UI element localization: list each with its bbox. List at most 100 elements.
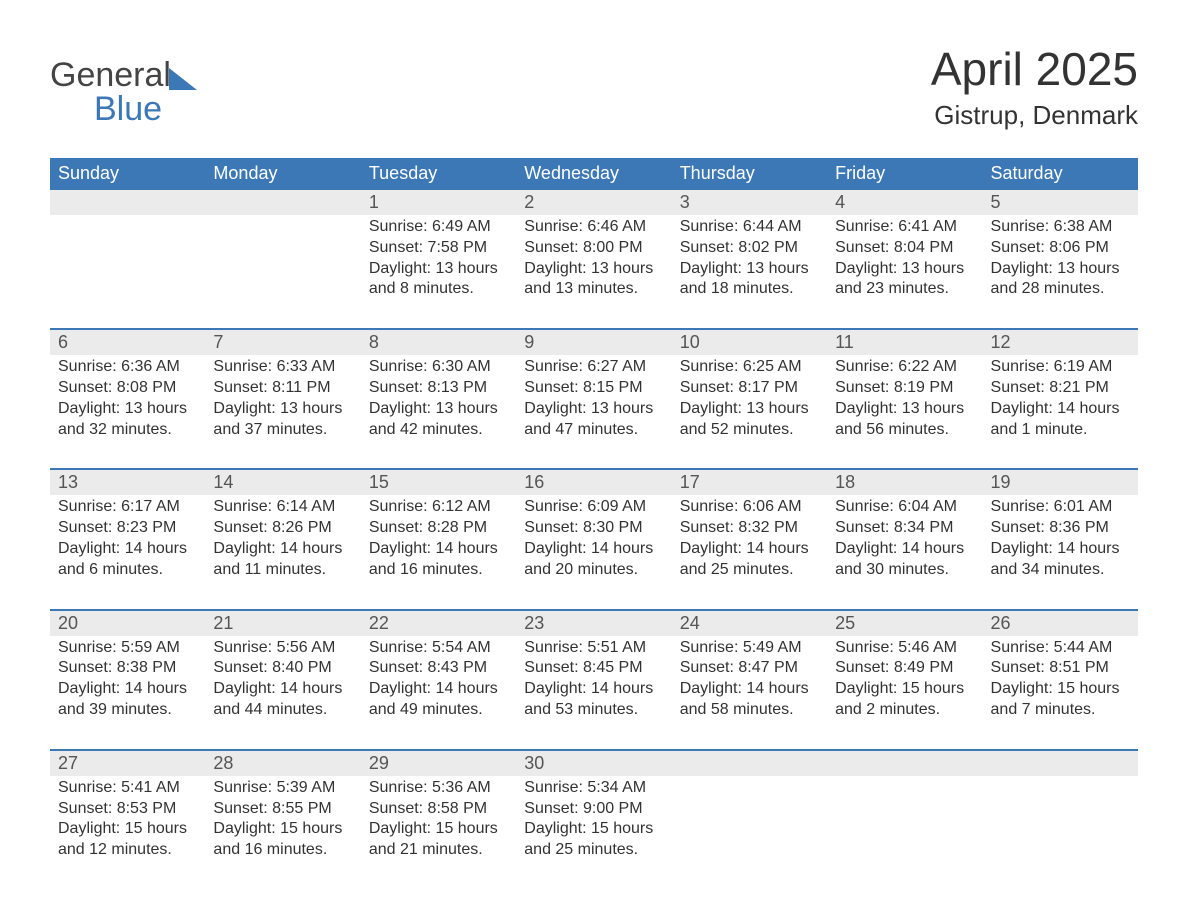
sunrise-text: Sunrise: 6:14 AM <box>213 497 352 518</box>
day-number: 18 <box>827 470 982 495</box>
sunset-text: Sunset: 8:36 PM <box>991 518 1130 539</box>
day-number: 27 <box>50 751 205 776</box>
weekday-header: Sunday <box>50 158 205 190</box>
day-detail: Sunrise: 6:25 AM Sunset: 8:17 PM Dayligh… <box>672 355 827 468</box>
sunrise-text: Sunrise: 5:56 AM <box>213 638 352 659</box>
sunset-text: Sunset: 9:00 PM <box>524 799 663 820</box>
day-number: 20 <box>50 611 205 636</box>
sunset-text: Sunset: 8:15 PM <box>524 378 663 399</box>
sunrise-text: Sunrise: 6:25 AM <box>680 357 819 378</box>
day-number: 3 <box>672 190 827 215</box>
daylight-text: Daylight: 14 hours and 11 minutes. <box>213 539 352 581</box>
day-detail: Sunrise: 6:04 AM Sunset: 8:34 PM Dayligh… <box>827 495 982 608</box>
day-detail: Sunrise: 5:44 AM Sunset: 8:51 PM Dayligh… <box>983 636 1138 749</box>
daylight-text: Daylight: 14 hours and 16 minutes. <box>369 539 508 581</box>
calendar-week: 13 14 15 16 17 18 19 Sunrise: 6:17 AM Su… <box>50 468 1138 608</box>
day-number: 26 <box>983 611 1138 636</box>
daylight-text: Daylight: 15 hours and 16 minutes. <box>213 819 352 861</box>
location-label: Gistrup, Denmark <box>931 100 1138 131</box>
day-detail: Sunrise: 6:01 AM Sunset: 8:36 PM Dayligh… <box>983 495 1138 608</box>
weekday-header: Friday <box>827 158 982 190</box>
day-detail: Sunrise: 5:39 AM Sunset: 8:55 PM Dayligh… <box>205 776 360 869</box>
sunrise-text: Sunrise: 6:41 AM <box>835 217 974 238</box>
day-detail: Sunrise: 5:59 AM Sunset: 8:38 PM Dayligh… <box>50 636 205 749</box>
calendar-page: General Blue April 2025 Gistrup, Denmark… <box>0 0 1188 918</box>
calendar-week: 20 21 22 23 24 25 26 Sunrise: 5:59 AM Su… <box>50 609 1138 749</box>
sunset-text: Sunset: 8:58 PM <box>369 799 508 820</box>
sunset-text: Sunset: 8:45 PM <box>524 658 663 679</box>
day-number: 4 <box>827 190 982 215</box>
day-detail: Sunrise: 5:41 AM Sunset: 8:53 PM Dayligh… <box>50 776 205 869</box>
day-number: 19 <box>983 470 1138 495</box>
day-number <box>983 751 1138 776</box>
sunrise-text: Sunrise: 6:46 AM <box>524 217 663 238</box>
day-number: 11 <box>827 330 982 355</box>
detail-row: Sunrise: 6:49 AM Sunset: 7:58 PM Dayligh… <box>50 215 1138 328</box>
detail-row: Sunrise: 5:59 AM Sunset: 8:38 PM Dayligh… <box>50 636 1138 749</box>
sunset-text: Sunset: 8:06 PM <box>991 238 1130 259</box>
daylight-text: Daylight: 14 hours and 34 minutes. <box>991 539 1130 581</box>
sunset-text: Sunset: 8:23 PM <box>58 518 197 539</box>
daylight-text: Daylight: 15 hours and 21 minutes. <box>369 819 508 861</box>
sunset-text: Sunset: 8:11 PM <box>213 378 352 399</box>
day-number <box>672 751 827 776</box>
daylight-text: Daylight: 14 hours and 1 minute. <box>991 399 1130 441</box>
daylight-text: Daylight: 15 hours and 12 minutes. <box>58 819 197 861</box>
page-title: April 2025 <box>931 46 1138 92</box>
sunrise-text: Sunrise: 6:09 AM <box>524 497 663 518</box>
day-number <box>50 190 205 215</box>
brand-logo: General Blue <box>50 58 197 126</box>
daylight-text: Daylight: 13 hours and 8 minutes. <box>369 259 508 301</box>
day-detail: Sunrise: 6:30 AM Sunset: 8:13 PM Dayligh… <box>361 355 516 468</box>
day-number: 23 <box>516 611 671 636</box>
daylight-text: Daylight: 14 hours and 39 minutes. <box>58 679 197 721</box>
sunrise-text: Sunrise: 5:39 AM <box>213 778 352 799</box>
daylight-text: Daylight: 14 hours and 20 minutes. <box>524 539 663 581</box>
day-detail: Sunrise: 6:12 AM Sunset: 8:28 PM Dayligh… <box>361 495 516 608</box>
sunset-text: Sunset: 8:49 PM <box>835 658 974 679</box>
day-number: 24 <box>672 611 827 636</box>
sunrise-text: Sunrise: 5:46 AM <box>835 638 974 659</box>
sunset-text: Sunset: 7:58 PM <box>369 238 508 259</box>
daylight-text: Daylight: 13 hours and 56 minutes. <box>835 399 974 441</box>
brand-word1: General <box>50 56 171 94</box>
daylight-text: Daylight: 14 hours and 6 minutes. <box>58 539 197 581</box>
day-detail: Sunrise: 6:22 AM Sunset: 8:19 PM Dayligh… <box>827 355 982 468</box>
day-number: 8 <box>361 330 516 355</box>
sunrise-text: Sunrise: 5:34 AM <box>524 778 663 799</box>
day-detail: Sunrise: 5:46 AM Sunset: 8:49 PM Dayligh… <box>827 636 982 749</box>
weekday-header: Wednesday <box>516 158 671 190</box>
day-detail: Sunrise: 6:27 AM Sunset: 8:15 PM Dayligh… <box>516 355 671 468</box>
daylight-text: Daylight: 13 hours and 37 minutes. <box>213 399 352 441</box>
sunrise-text: Sunrise: 5:59 AM <box>58 638 197 659</box>
daylight-text: Daylight: 15 hours and 25 minutes. <box>524 819 663 861</box>
day-detail: Sunrise: 6:33 AM Sunset: 8:11 PM Dayligh… <box>205 355 360 468</box>
day-detail: Sunrise: 5:54 AM Sunset: 8:43 PM Dayligh… <box>361 636 516 749</box>
daylight-text: Daylight: 14 hours and 49 minutes. <box>369 679 508 721</box>
day-number <box>205 190 360 215</box>
sunrise-text: Sunrise: 6:49 AM <box>369 217 508 238</box>
day-number: 12 <box>983 330 1138 355</box>
sunset-text: Sunset: 8:21 PM <box>991 378 1130 399</box>
daylight-text: Daylight: 13 hours and 32 minutes. <box>58 399 197 441</box>
sunrise-text: Sunrise: 5:49 AM <box>680 638 819 659</box>
calendar-grid: Sunday Monday Tuesday Wednesday Thursday… <box>50 158 1138 869</box>
sunset-text: Sunset: 8:08 PM <box>58 378 197 399</box>
sunrise-text: Sunrise: 6:06 AM <box>680 497 819 518</box>
brand-triangle-icon <box>169 62 197 96</box>
daylight-text: Daylight: 14 hours and 58 minutes. <box>680 679 819 721</box>
daylight-text: Daylight: 14 hours and 44 minutes. <box>213 679 352 721</box>
sunset-text: Sunset: 8:30 PM <box>524 518 663 539</box>
day-detail: Sunrise: 5:49 AM Sunset: 8:47 PM Dayligh… <box>672 636 827 749</box>
daylight-text: Daylight: 13 hours and 18 minutes. <box>680 259 819 301</box>
day-detail: Sunrise: 6:09 AM Sunset: 8:30 PM Dayligh… <box>516 495 671 608</box>
calendar-week: 6 7 8 9 10 11 12 Sunrise: 6:36 AM Sunset… <box>50 328 1138 468</box>
sunrise-text: Sunrise: 5:36 AM <box>369 778 508 799</box>
sunset-text: Sunset: 8:17 PM <box>680 378 819 399</box>
day-number: 25 <box>827 611 982 636</box>
day-detail: Sunrise: 6:06 AM Sunset: 8:32 PM Dayligh… <box>672 495 827 608</box>
day-detail <box>827 776 982 869</box>
daynum-row: 20 21 22 23 24 25 26 <box>50 611 1138 636</box>
sunrise-text: Sunrise: 6:38 AM <box>991 217 1130 238</box>
day-number: 30 <box>516 751 671 776</box>
